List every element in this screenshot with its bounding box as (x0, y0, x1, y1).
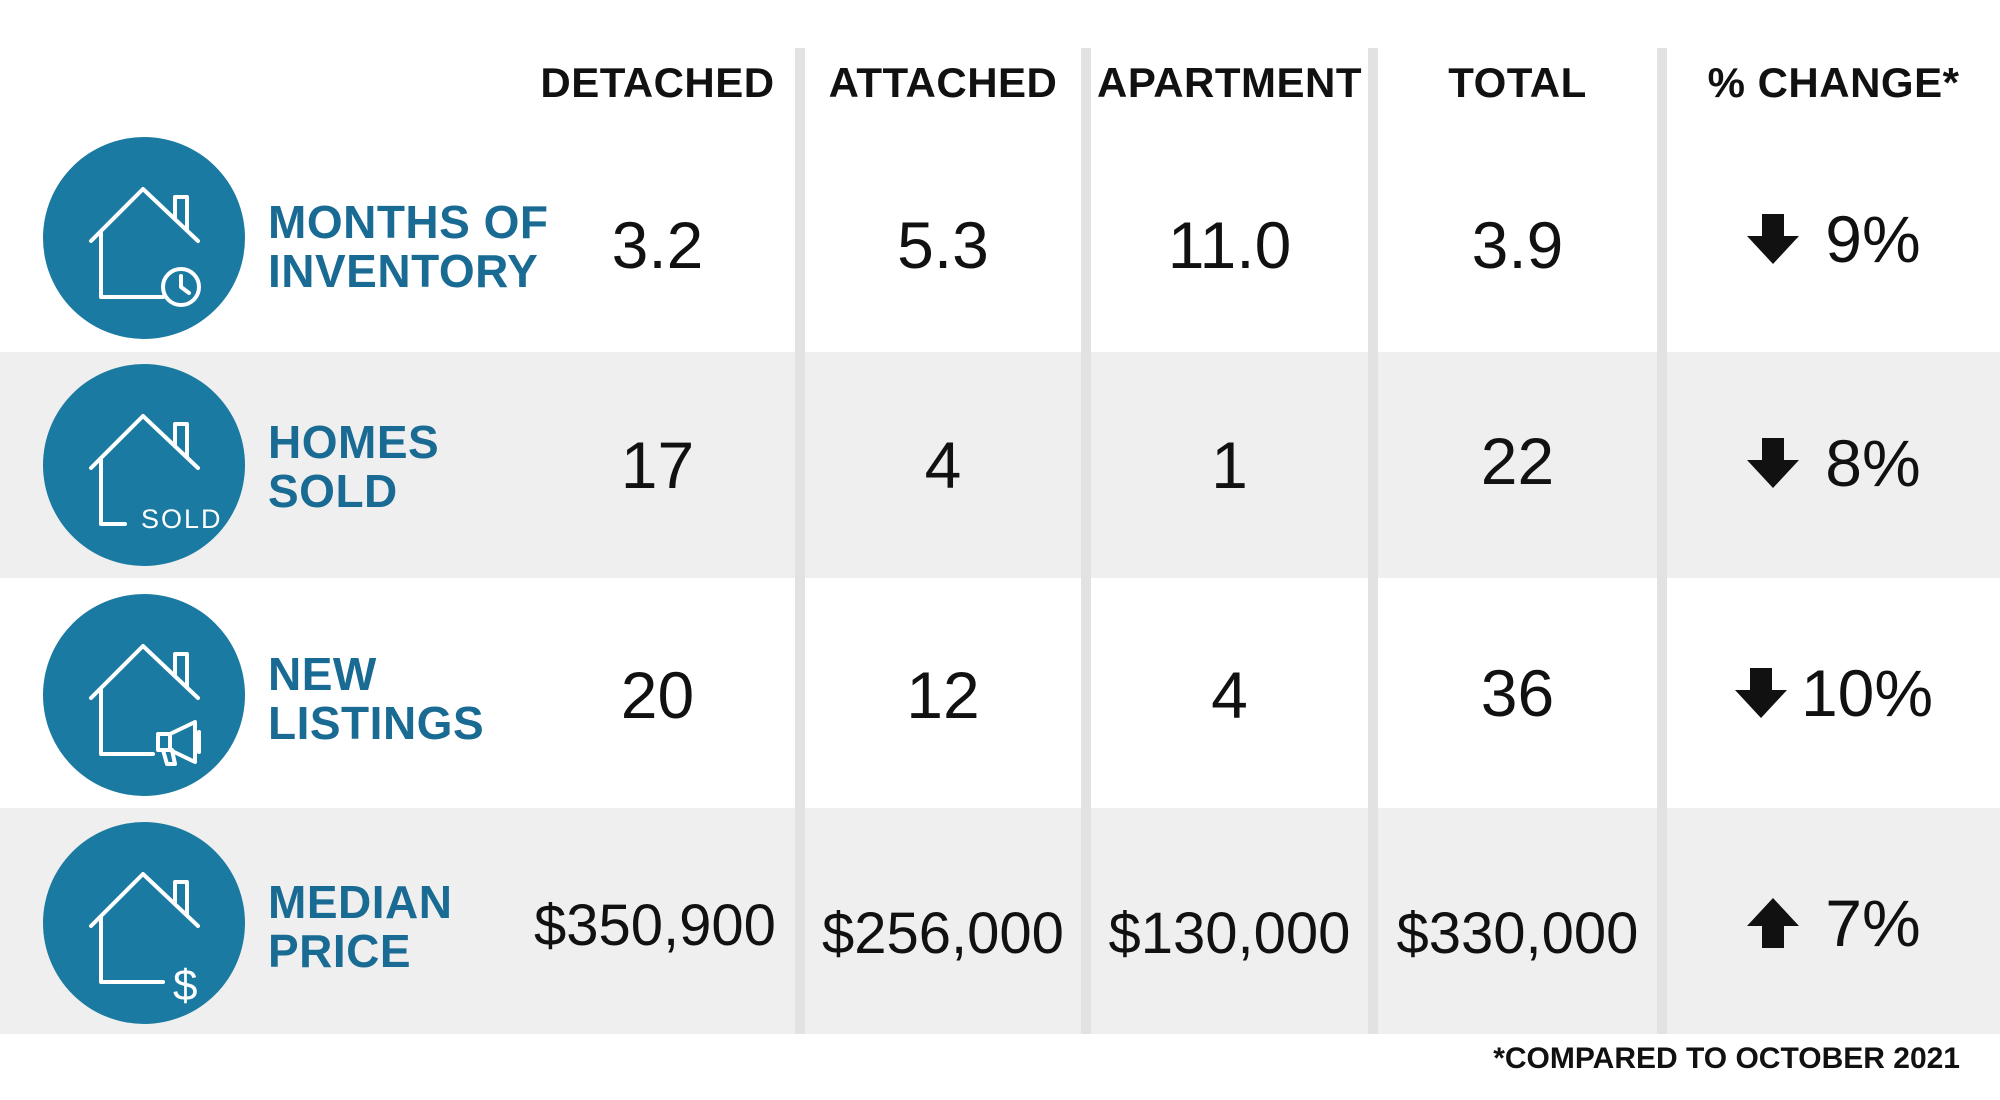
row-homes-sold: SOLD HOMES SOLD 17 4 1 22 8% (0, 352, 2000, 578)
house-clock-icon (43, 137, 245, 339)
row-label-line: LISTINGS (268, 697, 485, 749)
cell-apartment: $130,000 (1108, 900, 1351, 966)
cell-detached: 17 (620, 428, 695, 502)
house-sold-icon: SOLD (43, 364, 245, 566)
row-label-line: SOLD (268, 465, 398, 517)
row-label: MONTHS OF INVENTORY (268, 198, 548, 296)
house-megaphone-icon (43, 594, 245, 796)
cell-detached: $350,900 (534, 892, 776, 958)
change-value: 8% (1825, 426, 1921, 500)
header-total: TOTAL (1448, 59, 1587, 106)
arrow-down-icon (1747, 214, 1800, 264)
change-value: 9% (1825, 202, 1921, 276)
header-attached: ATTACHED (828, 59, 1058, 106)
cell-change: 8% (1668, 408, 2000, 518)
row-label-line: INVENTORY (268, 245, 539, 297)
row-label-line: PRICE (268, 925, 412, 977)
change-value: 7% (1825, 886, 1921, 960)
cell-attached: 12 (906, 658, 980, 732)
cell-detached: 3.2 (611, 208, 704, 282)
row-label: MEDIAN PRICE (268, 878, 548, 976)
cell-apartment: 4 (1211, 658, 1248, 732)
change-value: 10% (1800, 656, 1934, 730)
row-new-listings: NEW LISTINGS 20 12 4 36 10% (0, 578, 2000, 808)
column-divider (1081, 48, 1091, 1034)
cell-total: 3.9 (1471, 208, 1564, 282)
row-label-line: MONTHS OF (268, 196, 549, 248)
cell-total: 22 (1480, 424, 1555, 498)
cell-apartment: 1 (1211, 428, 1248, 502)
column-divider (1368, 48, 1378, 1034)
row-label: NEW LISTINGS (268, 650, 548, 748)
row-label-line: HOMES (268, 416, 440, 468)
row-months-of-inventory: MONTHS OF INVENTORY 3.2 5.3 11.0 3.9 9% (0, 124, 2000, 352)
header-apartment: APARTMENT (1096, 59, 1363, 106)
row-label-line: MEDIAN (268, 876, 453, 928)
header-detached: DETACHED (540, 59, 775, 106)
column-divider (1657, 48, 1667, 1034)
column-divider (795, 48, 805, 1034)
row-median-price: $ MEDIAN PRICE $350,900 $256,000 $130,00… (0, 808, 2000, 1034)
cell-change: 10% (1668, 638, 2000, 748)
cell-change: 9% (1668, 184, 2000, 294)
sold-icon-text: SOLD (141, 504, 223, 534)
arrow-down-icon (1747, 438, 1800, 488)
svg-text:$: $ (173, 961, 197, 1010)
cell-attached: 5.3 (897, 208, 989, 282)
cell-apartment: 11.0 (1167, 208, 1292, 282)
arrow-up-icon (1747, 898, 1800, 948)
cell-total: $330,000 (1396, 900, 1639, 966)
row-label-line: NEW (268, 648, 377, 700)
cell-attached: $256,000 (822, 900, 1064, 966)
cell-detached: 20 (620, 658, 695, 732)
arrow-down-icon (1734, 668, 1787, 718)
row-label: HOMES SOLD (268, 418, 548, 516)
cell-attached: 4 (924, 428, 962, 502)
cell-total: 36 (1480, 656, 1555, 730)
house-dollar-icon: $ (43, 822, 245, 1024)
header-change: % CHANGE* (1707, 59, 1960, 106)
footnote: *COMPARED TO OCTOBER 2021 (1493, 1042, 1960, 1075)
cell-change: 7% (1668, 868, 2000, 978)
